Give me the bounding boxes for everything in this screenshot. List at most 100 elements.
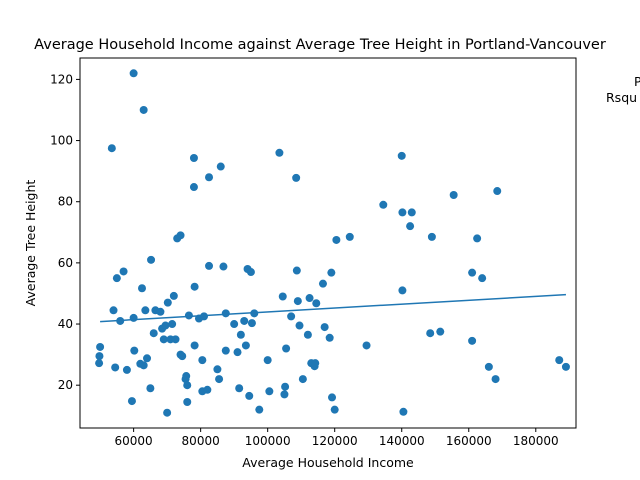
data-point [221, 346, 230, 355]
plot-area: 60000 80000 100000 120000 140000 160000 180000… [50, 57, 577, 448]
data-point [111, 363, 120, 372]
data-point [129, 69, 138, 78]
x-tick-label: 60000 [115, 434, 153, 448]
data-point [312, 299, 321, 308]
trendline [100, 293, 566, 323]
data-point [295, 321, 304, 330]
data-point [183, 381, 192, 390]
data-point [119, 267, 128, 276]
data-point [230, 320, 239, 329]
y-tick-label: 60 [58, 256, 73, 270]
data-point [129, 313, 138, 322]
data-point [398, 286, 407, 295]
x-axis-ticks: 60000 80000 100000 120000 140000 160000 180000 [115, 428, 559, 448]
data-point [293, 297, 302, 306]
data-point [436, 327, 445, 336]
data-point [203, 385, 212, 394]
data-point [141, 306, 150, 315]
data-point [399, 407, 408, 416]
x-tick-label: 160000 [446, 434, 492, 448]
data-point [184, 311, 193, 320]
data-point [169, 291, 178, 300]
data-point [265, 387, 274, 396]
data-point [468, 336, 477, 345]
data-point [275, 148, 284, 157]
data-point [292, 266, 301, 275]
plot-frame [79, 57, 577, 429]
data-point [287, 312, 296, 321]
y-tick-label: 120 [50, 72, 73, 86]
data-point [215, 375, 224, 384]
data-point [233, 348, 242, 357]
data-point [163, 298, 172, 307]
data-point [303, 330, 312, 339]
y-axis-label: Average Tree Height [23, 180, 38, 307]
data-point [235, 384, 244, 393]
data-point [112, 274, 121, 283]
data-point [255, 405, 264, 414]
data-point [397, 151, 406, 160]
data-point [345, 232, 354, 241]
data-point [168, 320, 177, 329]
data-point [156, 307, 165, 316]
data-point [311, 359, 320, 368]
data-point [190, 282, 199, 291]
data-point [478, 274, 487, 283]
data-point [182, 372, 191, 381]
data-point [95, 359, 104, 368]
data-point [327, 268, 336, 277]
data-point [96, 342, 105, 351]
data-point [320, 323, 329, 332]
y-tick-label: 40 [58, 317, 73, 331]
data-point [189, 183, 198, 192]
data-point [198, 356, 207, 365]
data-point [263, 356, 272, 365]
data-point [406, 222, 415, 231]
data-point [159, 335, 168, 344]
chart-title: Average Household Income against Average… [34, 37, 606, 53]
data-point [95, 352, 104, 361]
data-point [205, 173, 214, 182]
data-point [163, 408, 172, 417]
data-point [407, 208, 416, 217]
data-point [171, 335, 180, 344]
data-point [468, 268, 477, 277]
x-tick-label: 180000 [513, 434, 559, 448]
data-point [247, 319, 256, 328]
annotation-line-2: Rsqu [606, 90, 637, 105]
annotation-line-1: P [634, 74, 640, 89]
data-point [426, 329, 435, 338]
data-point [213, 365, 222, 374]
y-axis-ticks: 20 40 60 80 100 120 [50, 72, 80, 392]
scatter-points [95, 69, 570, 417]
data-point [116, 316, 125, 325]
data-point [139, 361, 148, 370]
data-point [280, 390, 289, 399]
data-point [146, 384, 155, 393]
data-point [332, 235, 341, 244]
data-point [555, 356, 564, 365]
data-point [318, 279, 327, 288]
data-point [138, 284, 146, 293]
x-tick-label: 80000 [182, 434, 220, 448]
x-tick-label: 140000 [379, 434, 425, 448]
data-point [398, 208, 407, 217]
data-point [561, 362, 570, 371]
x-tick-label: 120000 [312, 434, 358, 448]
y-tick-label: 20 [58, 378, 73, 392]
data-point [362, 341, 371, 350]
data-point [281, 382, 290, 391]
data-point [176, 231, 185, 240]
data-point [219, 262, 228, 271]
data-point [241, 341, 250, 350]
data-point [139, 105, 148, 114]
data-point [278, 292, 287, 301]
data-point [292, 173, 301, 182]
data-point [379, 200, 388, 209]
data-point [449, 190, 458, 199]
y-tick-label: 100 [50, 134, 73, 148]
data-point [143, 354, 152, 363]
data-point [427, 232, 436, 241]
y-tick-label: 80 [58, 195, 73, 209]
